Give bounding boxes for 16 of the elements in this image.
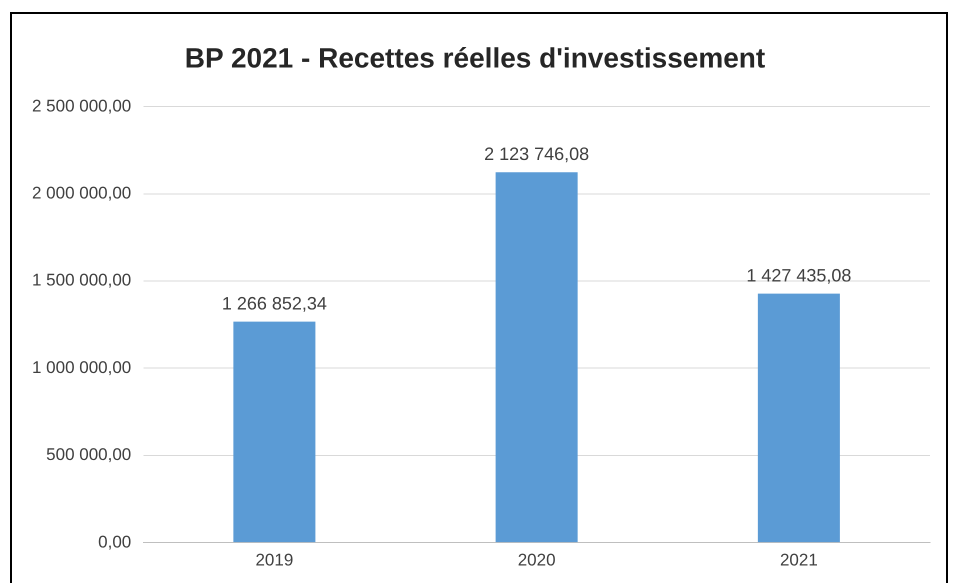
y-tick-label: 2 500 000,00 [32, 96, 132, 116]
bar [758, 294, 840, 542]
y-tick-label: 1 000 000,00 [32, 358, 132, 377]
chart-title: BP 2021 - Recettes réelles d'investissement [184, 42, 766, 74]
y-tick-label: 2 000 000,00 [32, 183, 132, 202]
data-label: 2 123 746,08 [484, 144, 590, 164]
x-tick-label: 2021 [780, 550, 818, 570]
x-tick-label: 2020 [518, 550, 556, 570]
bar [233, 322, 316, 542]
data-label: 1 427 435,08 [746, 266, 852, 286]
bar [496, 172, 578, 542]
y-tick-label: 500 000,00 [46, 445, 132, 464]
data-label: 1 266 852,34 [222, 294, 327, 314]
y-tick-label: 1 500 000,00 [32, 270, 132, 290]
x-tick-label: 2019 [255, 550, 294, 570]
y-tick-label: 0,00 [98, 532, 132, 552]
